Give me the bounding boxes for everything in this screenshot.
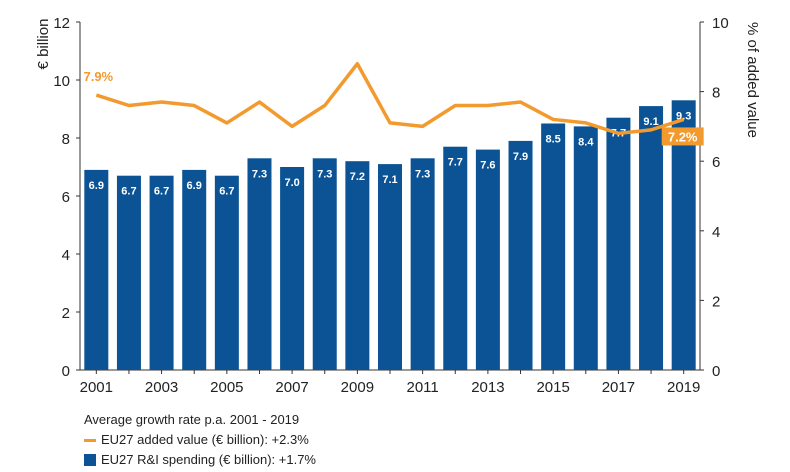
x-tick-label: 2015: [536, 379, 569, 396]
bar-value-label: 6.9: [89, 180, 104, 192]
bar-value-label: 7.7: [448, 157, 463, 169]
x-tick-label: 2013: [471, 379, 504, 396]
bar-value-label: 6.7: [219, 186, 234, 198]
y-tick-label-right: 2: [712, 293, 720, 310]
legend-item-rd-spending: EU27 R&I spending (€ billion): +1.7%: [84, 450, 316, 470]
bar-value-label: 8.5: [546, 134, 561, 146]
x-tick-label: 2001: [80, 379, 113, 396]
bar: [312, 158, 337, 370]
bar-value-label: 8.4: [578, 136, 594, 148]
y-tick-label-right: 0: [712, 363, 720, 380]
legend-line-swatch: [84, 438, 96, 442]
y-tick-label-left: 10: [53, 73, 70, 90]
y-tick-label-left: 2: [62, 305, 70, 322]
bar: [508, 140, 533, 370]
line-annotation: 7.2%: [668, 129, 698, 144]
x-tick-label: 2011: [406, 379, 438, 396]
bar: [182, 169, 207, 370]
bar-value-label: 9.1: [643, 116, 658, 128]
bar-value-label: 7.0: [284, 177, 299, 189]
x-tick-label: 2007: [275, 379, 308, 396]
bar: [541, 123, 566, 370]
bar-value-label: 6.7: [154, 186, 169, 198]
y-tick-label-right: 6: [712, 154, 720, 171]
bar: [116, 175, 141, 370]
bar: [280, 167, 305, 370]
y-axis-title-left: € billion: [35, 19, 52, 70]
bar: [378, 164, 402, 370]
x-tick-label: 2009: [341, 379, 374, 396]
y-tick-label-left: 6: [62, 189, 70, 206]
bar-value-label: 6.7: [121, 186, 136, 198]
y-tick-label-right: 8: [712, 85, 720, 102]
bar: [247, 158, 272, 370]
bar: [149, 175, 174, 370]
bar: [606, 117, 631, 370]
x-tick-label: 2017: [602, 379, 635, 396]
legend-bar-label: EU27 R&I spending (€ billion): +1.7%: [101, 452, 316, 467]
bar: [475, 149, 500, 370]
bar-value-label: 7.1: [382, 174, 397, 186]
x-tick-label: 2003: [145, 379, 178, 396]
bar: [639, 106, 664, 370]
bar: [410, 158, 435, 370]
y-tick-label-right: 10: [712, 15, 729, 32]
bar: [84, 169, 109, 370]
y-tick-label-left: 12: [53, 15, 70, 32]
bar-value-label: 7.3: [317, 168, 332, 180]
y-tick-label-right: 4: [712, 224, 720, 241]
bar-value-label: 6.9: [187, 180, 202, 192]
bar-value-label: 7.2: [350, 171, 365, 183]
bar-value-label: 7.6: [480, 160, 495, 172]
legend-title: Average growth rate p.a. 2001 - 2019: [84, 412, 300, 427]
legend-item-added-value: EU27 added value (€ billion): +2.3%: [84, 430, 316, 450]
legend-bar-swatch: [84, 454, 96, 466]
bar: [214, 175, 239, 370]
y-axis-title-right: % of added value: [744, 22, 761, 138]
bar-value-label: 7.3: [415, 168, 430, 180]
bar: [443, 146, 468, 370]
line-annotation: 7.9%: [83, 69, 113, 84]
y-tick-label-left: 0: [62, 363, 70, 380]
legend-line-label: EU27 added value (€ billion): +2.3%: [101, 432, 309, 447]
y-tick-label-left: 8: [62, 131, 70, 148]
x-tick-label: 2019: [667, 379, 700, 396]
line-annotation-box: [661, 127, 704, 146]
bar: [345, 161, 370, 370]
added-value-line: [95, 62, 685, 136]
bar: [573, 126, 598, 371]
bar-value-label: 7.3: [252, 168, 267, 180]
y-tick-label-left: 4: [62, 247, 70, 264]
x-tick-label: 2005: [210, 379, 243, 396]
bar-value-label: 7.9: [513, 151, 528, 163]
legend: Average growth rate p.a. 2001 - 2019 EU2…: [84, 410, 316, 470]
